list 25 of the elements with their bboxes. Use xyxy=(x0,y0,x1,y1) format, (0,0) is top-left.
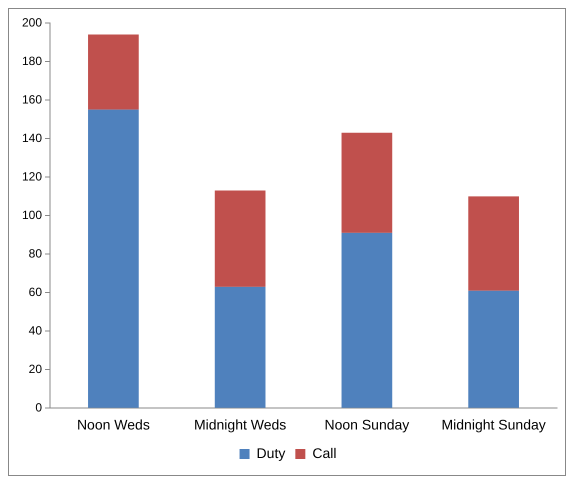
bar xyxy=(88,110,139,408)
x-tick-label: Noon Sunday xyxy=(324,416,410,432)
y-tick-label: 0 xyxy=(35,400,42,415)
y-tick-label: 40 xyxy=(28,323,42,338)
x-tick-label: Noon Weds xyxy=(76,416,150,432)
bar xyxy=(468,196,519,291)
y-tick-label: 20 xyxy=(28,362,42,376)
y-tick-label: 60 xyxy=(28,284,42,299)
bar xyxy=(468,290,519,408)
bar xyxy=(214,190,266,287)
y-tick-label: 160 xyxy=(22,92,42,106)
bar xyxy=(88,34,139,110)
bar xyxy=(342,232,392,408)
legend-label: Call xyxy=(312,444,336,461)
bar xyxy=(342,132,392,233)
y-tick-label: 80 xyxy=(28,246,42,260)
x-tick-label: Midnight Sunday xyxy=(441,416,546,432)
y-tick-label: 120 xyxy=(22,169,42,184)
x-tick-label: Midnight Weds xyxy=(194,416,286,432)
y-tick-label: 200 xyxy=(22,15,42,30)
y-tick-label: 140 xyxy=(22,130,42,145)
y-tick-label: 180 xyxy=(22,54,42,68)
bar xyxy=(214,286,266,408)
y-tick-label: 100 xyxy=(22,208,42,222)
legend-label: Duty xyxy=(256,444,286,461)
